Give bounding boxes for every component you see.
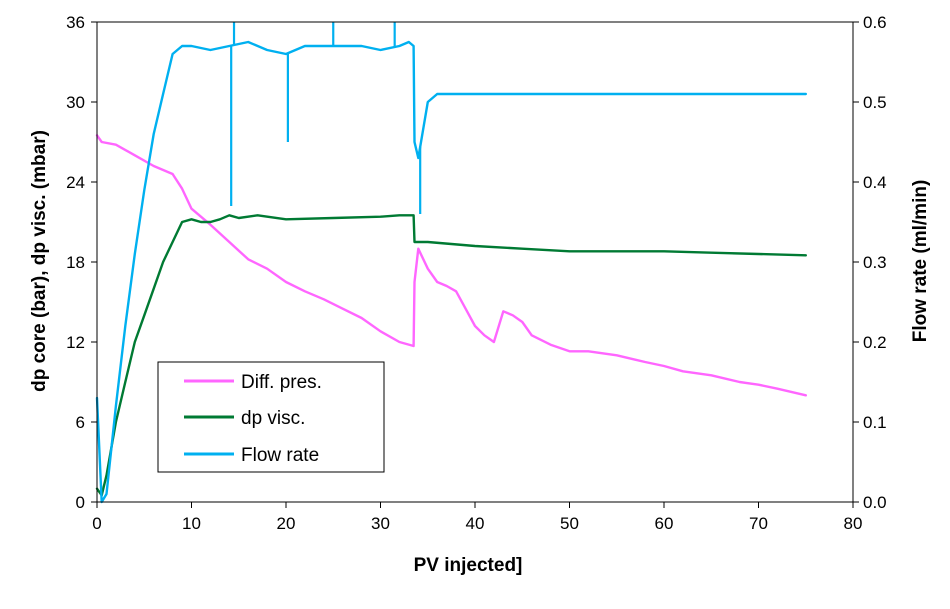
y-left-tick-label: 30 [66, 93, 85, 112]
legend-label-diff-pres: Diff. pres. [241, 372, 322, 393]
y-axis-right-title: Flow rate (ml/min) [910, 180, 931, 343]
x-tick-label: 10 [182, 514, 201, 533]
x-tick-label: 20 [277, 514, 296, 533]
y-right-tick-label: 0.0 [863, 493, 887, 512]
x-tick-label: 30 [371, 514, 390, 533]
series-line-dp-visc [95, 214, 807, 497]
legend-label-dp-visc: dp visc. [241, 408, 305, 429]
y-left-tick-label: 24 [66, 173, 85, 192]
legend: Diff. pres. dp visc. Flow rate [157, 361, 385, 473]
y-left-tick-label: 18 [66, 253, 85, 272]
y-right-tick-label: 0.2 [863, 333, 887, 352]
x-tick-label: 50 [560, 514, 579, 533]
y-axis-left-title: dp core (bar), dp visc. (mbar) [29, 130, 50, 392]
x-tick-label: 80 [844, 514, 863, 533]
x-axis-title: PV injected] [414, 555, 523, 576]
series-line-diff-pres [95, 134, 807, 397]
x-tick-label: 0 [92, 514, 101, 533]
y-right-tick-label: 0.3 [863, 253, 887, 272]
y-right-tick-label: 0.1 [863, 413, 887, 432]
plot-area [95, 22, 807, 504]
x-tick-label: 40 [466, 514, 485, 533]
x-tick-label: 60 [655, 514, 674, 533]
x-tick-label: 70 [749, 514, 768, 533]
y-left-tick-label: 36 [66, 13, 85, 32]
y-right-tick-label: 0.6 [863, 13, 887, 32]
y-left-tick-label: 6 [76, 413, 85, 432]
series-line-flow-rate [95, 40, 807, 504]
y-left-tick-label: 0 [76, 493, 85, 512]
y-right-tick-label: 0.5 [863, 93, 887, 112]
legend-label-flow-rate: Flow rate [241, 445, 319, 466]
y-right-tick-label: 0.4 [863, 173, 887, 192]
axes: 0 10 20 30 40 50 60 70 80 0 6 12 18 24 30 36 0.0 0.1 0.2 0.… [66, 13, 887, 533]
y-left-tick-label: 12 [66, 333, 85, 352]
